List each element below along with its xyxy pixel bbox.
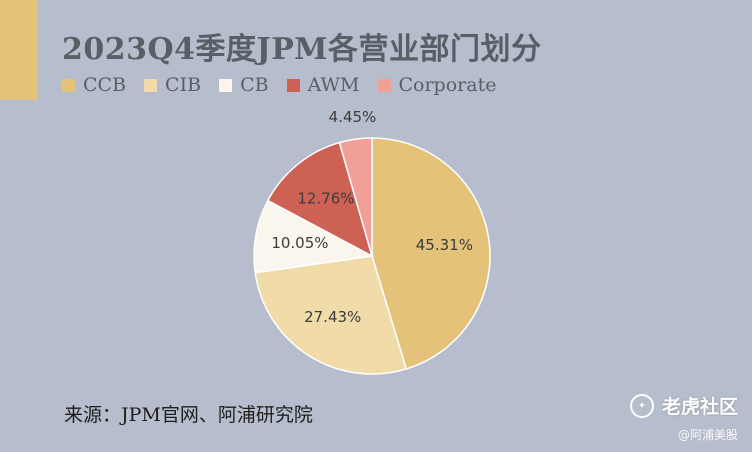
legend-item: AWM xyxy=(286,74,360,96)
pie-slice-cib xyxy=(254,255,408,375)
watermark: ✦ 老虎社区 xyxy=(629,392,738,419)
slice-label: 4.45% xyxy=(329,108,377,126)
legend-swatch xyxy=(62,78,75,92)
tiger-icon: ✦ xyxy=(629,393,654,418)
legend-swatch xyxy=(286,78,300,92)
chart-legend: CCB CIB CB AWM Corporate xyxy=(62,74,514,96)
accent-bar xyxy=(0,0,38,100)
pie-slice-corporate xyxy=(338,137,373,257)
legend-item: CCB xyxy=(62,74,126,96)
pie-slice-ccb xyxy=(371,137,491,370)
slice-label: 45.31% xyxy=(416,236,473,254)
legend-swatch xyxy=(219,78,233,92)
slice-label: 12.76% xyxy=(297,190,354,208)
legend-item: CB xyxy=(219,74,269,96)
legend-label: CB xyxy=(240,74,269,96)
watermark-subtext: @阿浦美股 xyxy=(677,428,738,442)
legend-swatch xyxy=(144,78,158,92)
chart-title: 2023Q4季度JPM各营业部门划分 xyxy=(62,32,542,67)
pie-slice-cb xyxy=(253,199,375,274)
legend-label: Corporate xyxy=(398,74,497,96)
source-note: 来源：JPM官网、阿浦研究院 xyxy=(64,404,313,426)
slice-label: 10.05% xyxy=(271,234,328,252)
legend-item: CIB xyxy=(144,74,201,96)
legend-label: AWM xyxy=(307,74,360,96)
legend-item: Corporate xyxy=(377,74,497,96)
legend-swatch xyxy=(377,78,391,92)
legend-label: CIB xyxy=(165,74,202,96)
legend-label: CCB xyxy=(83,74,127,96)
slice-label: 27.43% xyxy=(304,308,361,326)
pie-slice-awm xyxy=(266,141,374,258)
watermark-text: 老虎社区 xyxy=(661,396,738,418)
